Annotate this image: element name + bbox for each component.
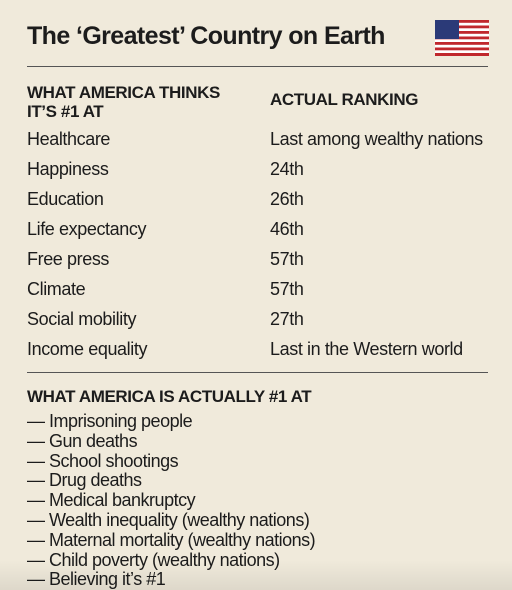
list-item: — Child poverty (wealthy nations) bbox=[27, 549, 280, 570]
divider bbox=[27, 66, 488, 67]
column-header: WHAT AMERICA THINKS IT’S #1 AT bbox=[27, 83, 220, 121]
category: Social mobility bbox=[27, 309, 137, 329]
category: Income equality bbox=[27, 339, 148, 359]
ranking: Last in the Western world bbox=[270, 339, 463, 359]
list-item: — Maternal mortality (wealthy nations) bbox=[27, 529, 316, 550]
category: Happiness bbox=[27, 159, 109, 179]
ranking: Last among wealthy nations bbox=[270, 129, 483, 149]
list-item: — Drug deaths bbox=[27, 470, 142, 491]
us-flag bbox=[435, 20, 489, 56]
list-item: — Gun deaths bbox=[27, 430, 138, 451]
category: Life expectancy bbox=[27, 219, 147, 239]
section-heading: WHAT AMERICA IS ACTUALLY #1 AT bbox=[27, 387, 312, 406]
ranking: 26th bbox=[270, 189, 304, 209]
ranking: 46th bbox=[270, 219, 304, 239]
title: The ‘Greatest’ Country on Earth bbox=[27, 22, 385, 50]
ranking: 57th bbox=[270, 279, 304, 299]
category: Education bbox=[27, 189, 104, 209]
list-item: — Wealth inequality (wealthy nations) bbox=[27, 510, 310, 530]
divider bbox=[27, 372, 488, 373]
category: Healthcare bbox=[27, 129, 111, 149]
list-item: — Imprisoning people bbox=[27, 411, 193, 431]
column-header: ACTUAL RANKING bbox=[270, 90, 419, 109]
ranking: 27th bbox=[270, 309, 304, 329]
list-item: — School shootings bbox=[27, 450, 179, 471]
category: Free press bbox=[27, 249, 110, 269]
category: Climate bbox=[27, 279, 86, 299]
list-item: — Believing it’s #1 bbox=[27, 569, 166, 590]
ranking: 24th bbox=[270, 159, 304, 179]
ranking: 57th bbox=[270, 249, 304, 269]
list-item: — Medical bankruptcy bbox=[27, 490, 196, 511]
